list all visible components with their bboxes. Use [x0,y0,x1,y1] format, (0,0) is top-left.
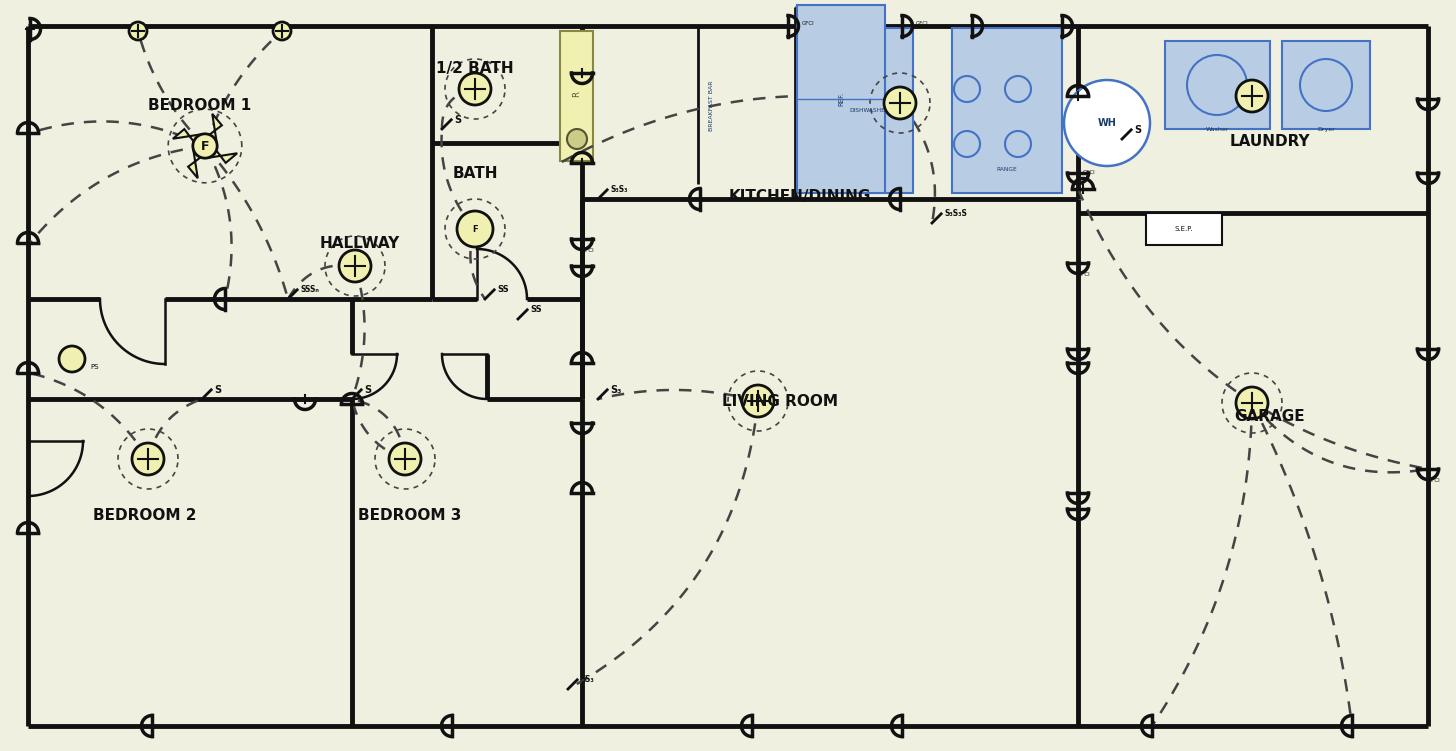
Text: LAUNDRY: LAUNDRY [1230,134,1310,149]
Text: R: R [572,91,581,97]
Circle shape [132,443,165,475]
Circle shape [457,211,494,247]
Circle shape [1236,80,1268,112]
Text: BEDROOM 2: BEDROOM 2 [93,508,197,523]
Circle shape [272,22,291,40]
Text: S₃S₃S: S₃S₃S [943,210,967,219]
Circle shape [192,134,217,158]
Polygon shape [210,114,221,143]
Polygon shape [188,149,201,178]
Text: S: S [1134,125,1142,135]
Text: SSSₙ: SSSₙ [300,285,319,294]
Text: S: S [454,115,462,125]
Text: KITCHEN/DINING: KITCHEN/DINING [729,189,871,204]
Text: REF.: REF. [839,92,844,106]
Text: BEDROOM 3: BEDROOM 3 [358,508,462,523]
Text: SS: SS [496,285,508,294]
Text: S: S [214,385,221,395]
Bar [796,5,885,193]
Circle shape [389,443,421,475]
Circle shape [1236,387,1268,419]
Circle shape [884,87,916,119]
Text: S: S [364,385,371,395]
Text: 1/2 BATH: 1/2 BATH [437,62,514,77]
Bar [1281,41,1370,129]
Bar [561,31,593,161]
Text: LIVING ROOM: LIVING ROOM [722,394,839,409]
Text: Washer: Washer [1206,127,1229,132]
Text: HALLWAY: HALLWAY [320,236,400,251]
Text: GFCI: GFCI [1077,272,1091,277]
Polygon shape [173,129,202,142]
Circle shape [1064,80,1150,166]
Text: DISHWASHER: DISHWASHER [849,108,890,113]
Text: F: F [201,140,210,152]
Text: BREAKFAST BAR: BREAKFAST BAR [709,81,715,131]
Circle shape [339,250,371,282]
Text: PS: PS [90,364,99,370]
Bar [952,28,1061,193]
Text: GARAGE: GARAGE [1235,409,1306,424]
Text: BEDROOM 1: BEDROOM 1 [149,98,252,113]
Circle shape [459,73,491,105]
Text: Dryer: Dryer [1318,127,1335,132]
Text: GFCI: GFCI [582,248,594,253]
Text: S.E.P.: S.E.P. [1175,226,1194,232]
Text: GFCI: GFCI [1428,478,1441,483]
Text: S₃: S₃ [610,385,622,395]
Polygon shape [207,150,237,163]
Circle shape [743,385,775,417]
Text: GFCI: GFCI [916,21,929,26]
Circle shape [130,22,147,40]
Bar [826,28,913,193]
Text: GFCI: GFCI [1083,170,1096,175]
Text: GFCI: GFCI [802,21,815,26]
Circle shape [60,346,84,372]
FancyBboxPatch shape [1146,213,1222,245]
Text: F: F [472,225,478,234]
Circle shape [566,129,587,149]
Bar [1165,41,1270,129]
Text: WH: WH [1098,118,1117,128]
Text: SS₃: SS₃ [579,675,594,684]
Text: BATH: BATH [453,165,498,180]
Text: RANGE: RANGE [996,167,1018,172]
Text: S₃S₃: S₃S₃ [610,185,628,195]
Text: SS: SS [530,306,542,315]
